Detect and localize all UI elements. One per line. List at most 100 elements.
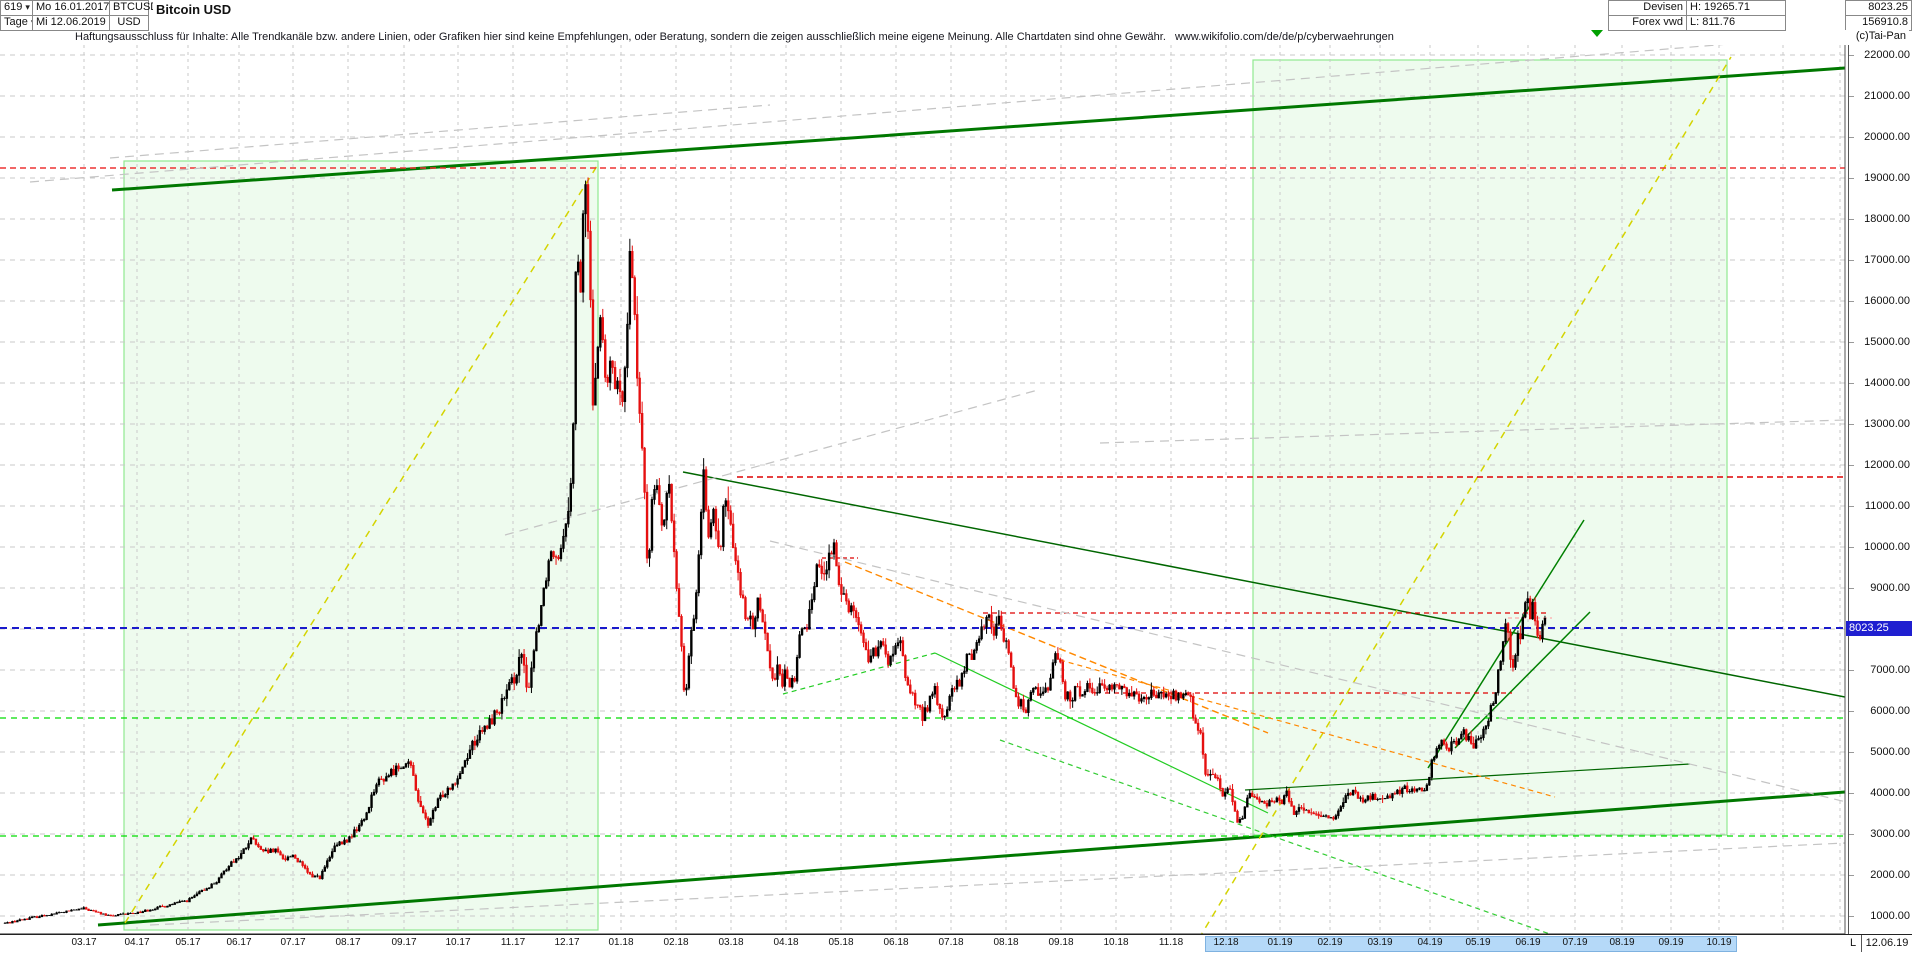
x-axis-label: 09.17: [391, 937, 417, 948]
x-axis-label: 08.19: [1609, 937, 1635, 948]
low-cell: L: 811.76: [1686, 15, 1786, 31]
rally-channel-left: [1427, 519, 1585, 769]
orange-downtrend-2: [1059, 659, 1556, 798]
page-title: Bitcoin USD: [153, 2, 235, 17]
y-axis-label: 19000.00: [1864, 172, 1910, 184]
y-axis-label: 14000.00: [1864, 377, 1910, 389]
y-axis-label: 2000.00: [1870, 869, 1910, 881]
y-axis-tick: [1849, 342, 1854, 343]
y-axis-label: 6000.00: [1870, 705, 1910, 717]
support-dec18: [1244, 763, 1691, 791]
y-axis[interactable]: 22000.00 21000.00 20000.00 19000.00 18000.00…: [1848, 45, 1912, 934]
x-axis-label: 03.18: [718, 937, 744, 948]
x-axis-label: 10.19: [1706, 937, 1732, 948]
x-axis-label: 02.19: [1317, 937, 1343, 948]
y-axis-tick: [1849, 55, 1854, 56]
feed-name: Devisen: [1643, 1, 1683, 13]
x-axis-label: 12.18: [1213, 937, 1239, 948]
rally-channel-right: [1454, 611, 1591, 749]
y-axis-label: 11000.00: [1864, 500, 1910, 512]
y-axis-label: 15000.00: [1864, 336, 1910, 348]
x-axis-label: 06.19: [1515, 937, 1541, 948]
y-axis-tick: [1849, 834, 1854, 835]
y-axis-label: 18000.00: [1864, 213, 1910, 225]
gray-trend-bottom: [149, 842, 1845, 926]
chart-id: 619: [4, 1, 23, 13]
x-axis-label: 11.17: [500, 937, 526, 948]
scroll-marker-icon[interactable]: [1591, 30, 1603, 37]
y-axis-label: 1000.00: [1870, 910, 1910, 922]
y-axis-tick: [1849, 96, 1854, 97]
y-axis-label: 16000.00: [1864, 295, 1910, 307]
volume-value: 156910.8: [1862, 16, 1908, 28]
current-price-badge: 8023.25: [1846, 621, 1912, 636]
y-axis-label: 9000.00: [1870, 582, 1910, 594]
y-axis-tick: [1849, 260, 1854, 261]
x-axis-label: 08.17: [335, 937, 361, 948]
orange-downtrend-1: [844, 561, 1269, 734]
y-axis-tick: [1849, 465, 1854, 466]
x-axis-label: 03.19: [1367, 937, 1393, 948]
y-axis-tick: [1849, 793, 1854, 794]
x-axis-label: 12.17: [554, 937, 580, 948]
gray-trend-top-2: [109, 104, 771, 159]
y-axis-tick: [1849, 752, 1854, 753]
y-axis-tick: [1849, 219, 1854, 220]
plot-background: [0, 45, 1845, 934]
x-axis-label: 05.18: [828, 937, 854, 948]
y-axis-label: 17000.00: [1864, 254, 1910, 266]
x-axis-label: 03.17: [71, 937, 97, 948]
y-axis-label: 3000.00: [1870, 828, 1910, 840]
y-axis-label: 10000.00: [1864, 541, 1910, 553]
high-cell: H: 19265.71: [1686, 0, 1786, 16]
y-axis-tick: [1849, 137, 1854, 138]
date-to-cell: Mi 12.06.2019: [32, 15, 110, 31]
x-axis-label: 09.19: [1658, 937, 1684, 948]
disclaimer-link[interactable]: www.wikifolio.com/de/de/p/cyberwaehrunge…: [1174, 31, 1394, 43]
y-axis-label: 22000.00: [1864, 49, 1910, 61]
x-axis-label: 06.17: [226, 937, 252, 948]
date-to: Mi 12.06.2019: [36, 16, 106, 28]
volume-cell: 156910.8: [1845, 15, 1912, 31]
last-info-cells: L 12.06.19: [1845, 934, 1912, 953]
y-axis-tick: [1849, 588, 1854, 589]
x-axis-label: 08.18: [993, 937, 1019, 948]
x-axis-label: 04.18: [773, 937, 799, 948]
last-price-cell: 8023.25: [1845, 0, 1912, 16]
y-axis-tick: [1849, 301, 1854, 302]
y-axis-label: 13000.00: [1864, 418, 1910, 430]
last-price: 8023.25: [1868, 1, 1908, 13]
channel-bottom: [97, 790, 1845, 927]
x-axis-label: 10.17: [445, 937, 471, 948]
y-axis-tick: [1849, 383, 1854, 384]
y-axis-label: 21000.00: [1864, 90, 1910, 102]
x-axis-label: 09.18: [1048, 937, 1074, 948]
x-axis-label: 11.18: [1158, 937, 1184, 948]
y-axis-label: 5000.00: [1870, 746, 1910, 758]
copyright-label: (c)Tai-Pan: [1845, 30, 1909, 44]
chevron-down-icon: ▾: [25, 2, 30, 12]
y-axis-tick: [1849, 711, 1854, 712]
y-axis-tick: [1849, 424, 1854, 425]
x-axis-label: 10.18: [1103, 937, 1129, 948]
y-axis-tick: [1849, 178, 1854, 179]
y-axis-label: 12000.00: [1864, 459, 1910, 471]
y-axis-tick: [1849, 670, 1854, 671]
disclaimer-text: Haftungsausschluss für Inhalte: Alle Tre…: [75, 31, 1394, 43]
x-axis-label: 01.18: [608, 937, 634, 948]
low-value: L: 811.76: [1690, 16, 1736, 28]
period-label: Tage: [4, 16, 28, 28]
y-axis-tick: [1849, 547, 1854, 548]
x-axis-label: 07.17: [280, 937, 306, 948]
bright-green-downtrend: [934, 652, 1269, 814]
x-axis-label: 05.17: [175, 937, 201, 948]
y-axis-label: 4000.00: [1870, 787, 1910, 799]
yellow-uptrend-2017: [124, 165, 598, 924]
y-axis-label: 7000.00: [1870, 664, 1910, 676]
high-value: H: 19265.71: [1690, 1, 1750, 13]
y-axis-tick: [1849, 506, 1854, 507]
x-axis[interactable]: 03.17 04.17 05.17 06.17 07.17 08.17 09.17 10.17…: [0, 934, 1845, 953]
x-axis-label: 06.18: [883, 937, 909, 948]
x-axis-label: 04.19: [1417, 937, 1443, 948]
